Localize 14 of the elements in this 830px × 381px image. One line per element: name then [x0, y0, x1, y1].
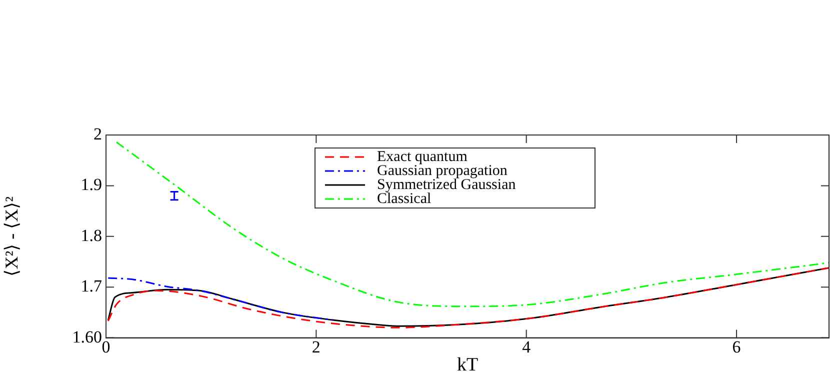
line-series — [107, 277, 334, 321]
x-tick-label: 0 — [102, 337, 110, 356]
y-axis-title: ⟨X²⟩ - ⟨X⟩² — [2, 196, 22, 276]
legend-label: Exact quantum — [377, 148, 468, 165]
y-tick-label: 2 — [94, 124, 102, 144]
x-tick-label: 2 — [312, 337, 320, 356]
y-tick-label: 1.8 — [80, 226, 102, 245]
line-series — [116, 141, 829, 308]
y-tick-label: 1.9 — [80, 175, 102, 194]
y-tick-label: 1.7 — [80, 276, 102, 296]
y-tick-label: 1.60 — [72, 327, 102, 346]
x-axis-title: kT — [456, 354, 478, 376]
x-tick-label: 6 — [732, 337, 741, 356]
x-tick-label: 4 — [522, 337, 532, 356]
